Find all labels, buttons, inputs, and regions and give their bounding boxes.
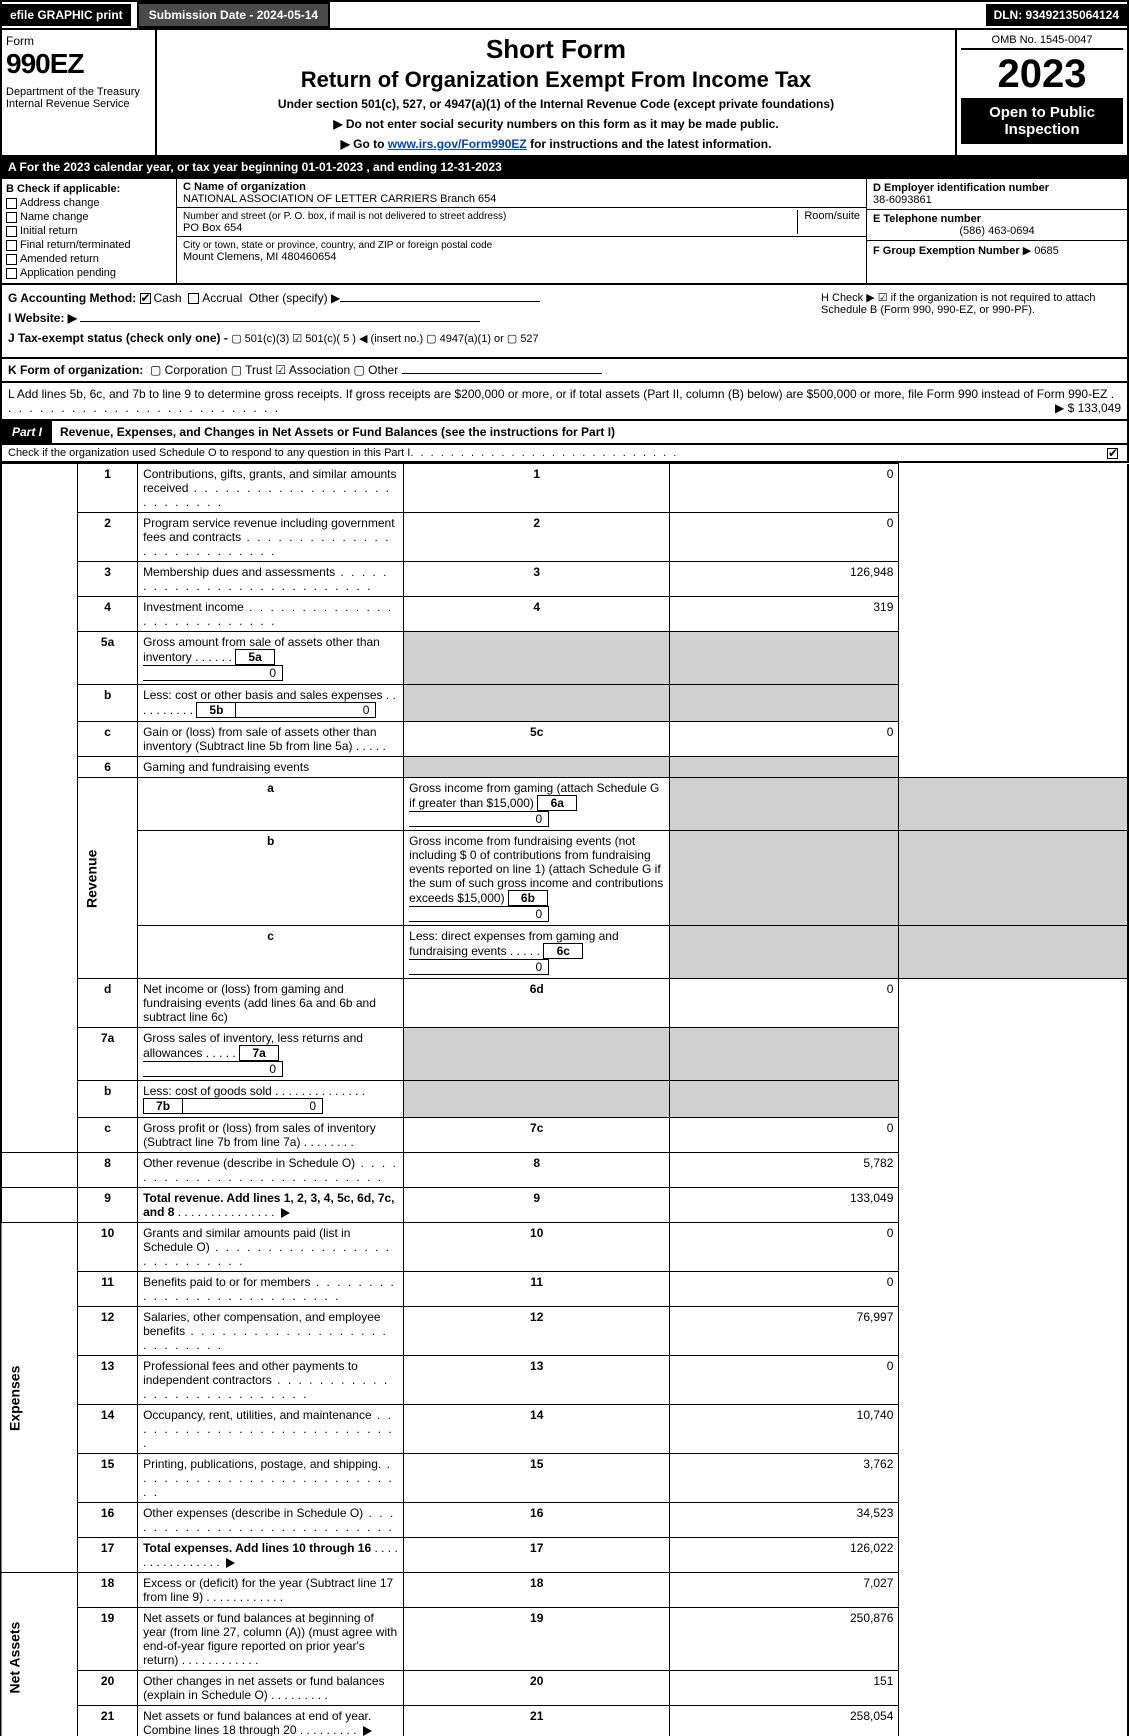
line-21-desc: Net assets or fund balances at end of ye… [138, 1706, 404, 1736]
under-section: Under section 501(c), 527, or 4947(a)(1)… [163, 97, 949, 111]
goto-pre: ▶ Go to [341, 137, 388, 151]
top-bar: efile GRAPHIC print Submission Date - 20… [0, 0, 1129, 30]
tax-year: 2023 [961, 54, 1123, 94]
group-exemption-value: 0685 [1034, 245, 1058, 257]
revenue-label: Revenue [78, 778, 138, 979]
line-5a-desc: Gross amount from sale of assets other t… [138, 632, 404, 685]
line-14-desc: Occupancy, rent, utilities, and maintena… [138, 1405, 404, 1454]
header-mid: Short Form Return of Organization Exempt… [157, 30, 957, 155]
f-arrow: ▶ [1023, 245, 1031, 257]
section-bcdef: B Check if applicable: Address change Na… [0, 179, 1129, 285]
line-6c-desc: Less: direct expenses from gaming and fu… [404, 926, 670, 979]
chk-address-change[interactable]: Address change [6, 197, 172, 209]
c-city-label: City or town, state or province, country… [183, 240, 492, 251]
line-10-desc: Grants and similar amounts paid (list in… [138, 1223, 404, 1272]
d-ein-label: D Employer identification number [873, 182, 1121, 194]
dln: DLN: 93492135064124 [986, 4, 1127, 26]
website-input[interactable] [80, 321, 480, 322]
chk-cash[interactable] [140, 293, 151, 304]
e-phone-label: E Telephone number [873, 213, 1121, 225]
chk-final-return[interactable]: Final return/terminated [6, 239, 172, 251]
phone-value: (586) 463-0694 [873, 225, 1121, 237]
efile-print[interactable]: efile GRAPHIC print [2, 4, 131, 26]
line-9-desc: Total revenue. Add lines 1, 2, 3, 4, 5c,… [138, 1188, 404, 1223]
col-c-org-info: C Name of organization NATIONAL ASSOCIAT… [177, 179, 867, 283]
line-15-desc: Printing, publications, postage, and shi… [138, 1454, 404, 1503]
line-18-desc: Excess or (deficit) for the year (Subtra… [138, 1573, 404, 1608]
line-13-desc: Professional fees and other payments to … [138, 1356, 404, 1405]
chk-amended-return[interactable]: Amended return [6, 253, 172, 265]
chk-initial-return[interactable]: Initial return [6, 225, 172, 237]
l-gross-receipts: L Add lines 5b, 6c, and 7b to line 9 to … [0, 383, 1129, 421]
part-i-table: 1Contributions, gifts, grants, and simil… [0, 463, 1129, 1736]
form-header: Form 990EZ Department of the Treasury In… [0, 30, 1129, 157]
open-public-inspection: Open to Public Inspection [961, 98, 1123, 144]
c-name-label: C Name of organization [183, 181, 306, 193]
part-i-schedule-o: Check if the organization used Schedule … [0, 445, 1129, 463]
row-a-tax-year: A For the 2023 calendar year, or tax yea… [0, 157, 1129, 179]
k-form-of-org: K Form of organization: ▢ Corporation ▢ … [0, 359, 1129, 383]
line-1-desc: Contributions, gifts, grants, and simila… [138, 464, 404, 513]
line-2-desc: Program service revenue including govern… [138, 513, 404, 562]
col-b-check-applicable: B Check if applicable: Address change Na… [2, 179, 177, 283]
chk-schedule-o[interactable] [1107, 448, 1118, 459]
chk-accrual[interactable] [188, 293, 199, 304]
arrow-icon [281, 1208, 290, 1218]
line-4-desc: Investment income [138, 597, 404, 632]
line-20-desc: Other changes in net assets or fund bala… [138, 1671, 404, 1706]
col-def: D Employer identification number 38-6093… [867, 179, 1127, 283]
c-street-label: Number and street (or P. O. box, if mail… [183, 211, 506, 222]
room-suite-label: Room/suite [797, 210, 860, 234]
line-5c-desc: Gain or (loss) from sale of assets other… [138, 722, 404, 757]
line-19-desc: Net assets or fund balances at beginning… [138, 1608, 404, 1671]
line-7c-desc: Gross profit or (loss) from sales of inv… [138, 1118, 404, 1153]
title-short-form: Short Form [163, 34, 949, 65]
header-left: Form 990EZ Department of the Treasury In… [2, 30, 157, 155]
line-5b-desc: Less: cost or other basis and sales expe… [138, 685, 404, 722]
form-word: Form [6, 34, 151, 48]
department: Department of the Treasury Internal Reve… [6, 86, 151, 110]
j-tax-exempt: J Tax-exempt status (check only one) - ▢… [8, 331, 1121, 345]
line-8-desc: Other revenue (describe in Schedule O) [138, 1153, 404, 1188]
line-1-val: 0 [670, 464, 899, 513]
line-7b-desc: Less: cost of goods sold . . . . . . . .… [138, 1081, 404, 1118]
line-6-desc: Gaming and fundraising events [138, 757, 404, 778]
chk-name-change[interactable]: Name change [6, 211, 172, 223]
chk-application-pending[interactable]: Application pending [6, 267, 172, 279]
line-7a-desc: Gross sales of inventory, less returns a… [138, 1028, 404, 1081]
arrow-icon [226, 1558, 235, 1568]
arrow-icon [363, 1726, 372, 1736]
ein-value: 38-6093861 [873, 194, 1121, 206]
line-12-desc: Salaries, other compensation, and employ… [138, 1307, 404, 1356]
line-3-desc: Membership dues and assessments [138, 562, 404, 597]
form-number: 990EZ [6, 48, 151, 80]
no-ssn-notice: ▶ Do not enter social security numbers o… [163, 117, 949, 131]
line-6b-desc: Gross income from fundraising events (no… [404, 831, 670, 926]
net-assets-label: Net Assets [1, 1573, 78, 1736]
org-street: PO Box 654 [183, 222, 242, 234]
line-11-desc: Benefits paid to or for members [138, 1272, 404, 1307]
b-heading: B Check if applicable: [6, 183, 172, 195]
part-i-tag: Part I [2, 421, 52, 443]
omb-number: OMB No. 1545-0047 [961, 34, 1123, 50]
f-group-label: F Group Exemption Number [873, 245, 1020, 257]
part-i-header: Part I Revenue, Expenses, and Changes in… [0, 421, 1129, 445]
org-name: NATIONAL ASSOCIATION OF LETTER CARRIERS … [183, 193, 496, 205]
org-city: Mount Clemens, MI 480460654 [183, 251, 336, 263]
submission-date: Submission Date - 2024-05-14 [137, 2, 330, 28]
section-ghij: H Check ▶ ☑ if the organization is not r… [0, 285, 1129, 359]
title-return: Return of Organization Exempt From Incom… [163, 67, 949, 93]
irs-link[interactable]: www.irs.gov/Form990EZ [388, 137, 527, 151]
goto-line: ▶ Go to www.irs.gov/Form990EZ for instru… [163, 137, 949, 151]
line-16-desc: Other expenses (describe in Schedule O) [138, 1503, 404, 1538]
line-6a-desc: Gross income from gaming (attach Schedul… [404, 778, 670, 831]
line-17-desc: Total expenses. Add lines 10 through 16 … [138, 1538, 404, 1573]
expenses-label: Expenses [1, 1223, 78, 1573]
header-right: OMB No. 1545-0047 2023 Open to Public In… [957, 30, 1127, 155]
goto-post: for instructions and the latest informat… [527, 137, 772, 151]
part-i-title: Revenue, Expenses, and Changes in Net As… [52, 421, 1127, 443]
line-6d-desc: Net income or (loss) from gaming and fun… [138, 979, 404, 1028]
h-schedule-b: H Check ▶ ☑ if the organization is not r… [821, 291, 1121, 316]
